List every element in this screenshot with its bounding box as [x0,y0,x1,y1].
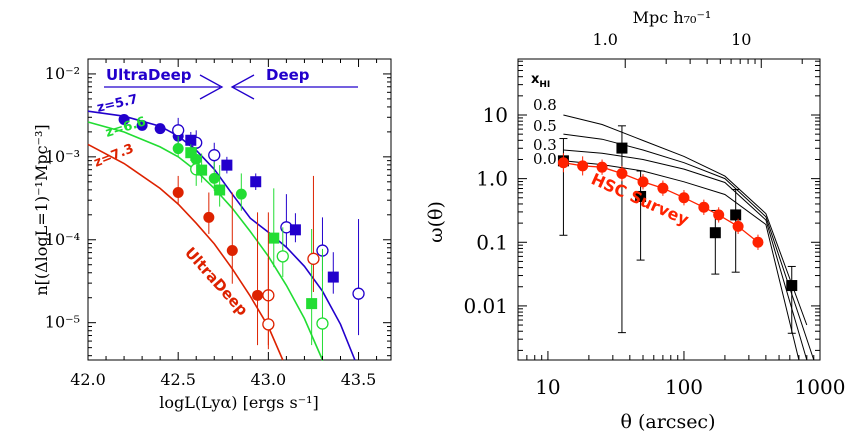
open-circle-z66 [276,250,289,263]
left-x-tick-label: 43.0 [251,370,287,389]
model-curve-0 [563,114,808,326]
left-x-tick-label: 43.5 [341,370,377,389]
filled-square-z66 [214,184,226,196]
model-label-05: 0.5 [533,117,557,135]
open-circle-z66 [316,317,329,330]
filled-circle-z57 [118,114,130,126]
right-top-tick-label: 1.0 [592,30,617,49]
left-ticks: 42.0 42.5 43.0 43.5 10⁻⁵ 10⁻⁴ 10⁻³ 10⁻² [45,59,391,389]
right-x-tick-label: 10 [535,375,560,399]
left-panel: 42.0 42.5 43.0 43.5 10⁻⁵ 10⁻⁴ 10⁻³ 10⁻² UltraDe… [32,58,392,412]
right-y-axis-title: ω(θ) [425,201,447,243]
hsc-point [732,220,744,232]
left-y-tick-label: 10⁻⁴ [45,230,80,249]
open-circle-z57 [352,287,365,300]
right-ticks: 10 100 1000 1.0 10 0.01 0.1 1.0 10 [463,30,845,399]
right-y-tick-label: 1.0 [476,167,508,191]
black-square [709,227,721,239]
hsc-point [557,157,569,169]
filled-circle-z66 [172,143,184,155]
model-curve-1 [563,133,815,361]
right-curves [563,114,815,361]
right-x-tick-label: 1000 [795,375,846,399]
hsc-point [596,161,608,173]
filled-circle-z57 [136,119,148,131]
filled-square-z66 [306,298,318,310]
curve-z66 [87,121,324,361]
right-top-axis-title: Mpc h₇₀⁻¹ [633,8,712,27]
filled-square-z57 [289,224,301,236]
curve-z73 [87,143,284,361]
left-y-axis-title: n[(ΔlogL=1)⁻¹Mpc⁻³] [32,124,51,295]
model-label-08: 0.8 [533,96,557,114]
filled-circle-z66 [235,188,247,200]
hsc-point [577,160,589,172]
hsc-point [678,192,690,204]
right-panel: 10 100 1000 1.0 10 0.01 0.1 1.0 10 xHI 0.8 0.5 0… [425,8,845,433]
filled-square-z66 [268,232,280,244]
model-label-03: 0.3 [533,136,557,154]
right-top-tick-label: 10 [731,30,751,49]
left-y-tick-label: 10⁻⁵ [45,313,80,332]
filled-square-z66 [185,147,197,159]
left-plot-frame [87,58,392,361]
filled-circle-z73 [172,187,184,199]
hsc-point [713,209,725,221]
filled-circle-z57 [154,123,166,135]
left-x-tick-label: 42.0 [70,370,106,389]
black-square [616,142,628,154]
open-circle-z57 [172,124,185,137]
filled-square-z57 [221,159,233,171]
filled-square-z57 [250,176,262,188]
hsc-point [637,176,649,188]
ultradeep-arrowhead [199,74,224,100]
black-square [635,190,647,202]
left-y-tick-label: 10⁻³ [45,147,80,166]
deep-top-label: Deep [266,66,310,84]
filled-circle-z73 [203,211,215,223]
right-x-axis-title: θ (arcsec) [621,411,716,433]
hsc-point [657,182,669,194]
filled-circle-z73 [252,289,264,301]
left-x-tick-label: 42.5 [160,370,196,389]
open-circle-z73 [307,252,320,265]
legend-title: xHI [531,72,550,90]
right-points [557,125,798,334]
right-y-tick-label: 0.1 [476,230,508,254]
hsc-point [752,236,764,248]
open-circle-z73 [262,318,275,331]
hsc-point [698,201,710,213]
open-circle-z57 [208,149,221,162]
right-y-tick-label: 0.01 [463,294,508,318]
z57-label: z=5.7 [96,92,140,116]
model-curve-2 [563,149,808,361]
deep-arrowhead [230,74,255,100]
ultradeep-top-label: UltraDeep [106,66,192,84]
filled-square-z66 [196,164,208,176]
filled-circle-z73 [226,245,238,257]
left-y-tick-label: 10⁻² [45,64,80,83]
right-x-tick-label: 100 [665,375,703,399]
hsc-point [616,168,628,180]
filled-square-z57 [327,271,339,283]
filled-circle-z66 [208,172,220,184]
right-plot-frame [517,58,821,361]
left-points [118,114,365,361]
model-label-00: 0.0 [533,150,557,168]
black-square [730,209,742,221]
filled-square-z57 [185,134,197,146]
black-square [786,280,798,292]
right-y-tick-label: 10 [483,103,508,127]
left-x-axis-title: logL(Lyα) [ergs s⁻¹] [159,393,319,412]
